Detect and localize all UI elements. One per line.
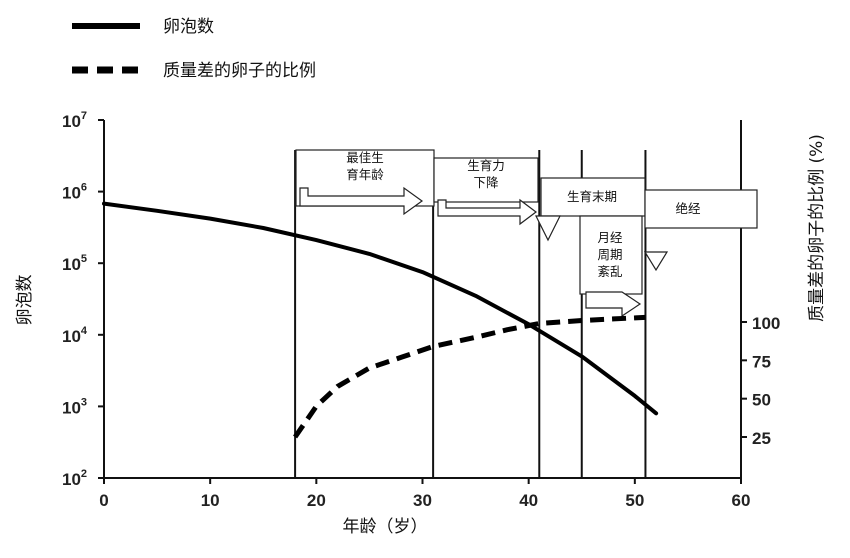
y-right-tick-label: 50 <box>752 391 771 410</box>
x-tick-label: 0 <box>99 491 108 510</box>
phase-label: 最佳生 <box>346 150 384 165</box>
phase-label: 育年龄 <box>346 167 384 182</box>
phase-label: 生育力 <box>467 158 505 173</box>
y-right-tick-label: 100 <box>752 314 780 333</box>
phase-label: 紊乱 <box>597 264 622 279</box>
series <box>102 201 659 439</box>
x-tick-label: 40 <box>519 491 538 510</box>
right-axis-title: 质量差的卵子的比例 (%) <box>807 134 827 322</box>
phase-label: 生育末期 <box>567 189 617 204</box>
y-right-tick-label: 25 <box>752 429 771 448</box>
phase-box <box>433 157 539 203</box>
phase-label: 绝经 <box>675 201 701 216</box>
y-right-tick-label: 75 <box>752 352 771 371</box>
x-tick-label: 10 <box>201 491 220 510</box>
x-tick-label: 60 <box>732 491 751 510</box>
y-left-tick-label: 103 <box>62 396 87 417</box>
x-tick-label: 50 <box>625 491 644 510</box>
phase-label: 周期 <box>597 247 622 262</box>
y-left-tick-label: 102 <box>62 468 87 489</box>
phase-label: 下降 <box>473 175 499 190</box>
phase-box <box>579 215 643 295</box>
x-axis-title: 年龄（岁） <box>343 517 428 537</box>
y-left-tick-label: 104 <box>62 325 88 346</box>
y-left-tick-label: 107 <box>62 110 87 131</box>
phase-arrow-icon <box>535 215 561 242</box>
series-poor-quality-line <box>293 314 646 439</box>
phase-label: 月经 <box>597 230 623 245</box>
phase-arrow-icon <box>299 186 424 216</box>
phase-box <box>644 189 758 229</box>
ticks: 0 10 20 30 40 50 60 102 103 104 105 106 107 100 75 50 25 <box>62 110 780 510</box>
phase-arrow-icon <box>585 291 642 318</box>
x-tick-label: 20 <box>307 491 326 510</box>
legend-label-follicles: 卵泡数 <box>163 17 214 37</box>
left-axis-title: 卵泡数 <box>15 275 35 326</box>
series-follicle-count-line <box>102 201 659 416</box>
y-left-tick-label: 105 <box>62 253 87 274</box>
phase-arrow-icon <box>643 251 669 272</box>
legend: 卵泡数 质量差的卵子的比例 <box>72 17 316 81</box>
y-left-tick-label: 106 <box>62 182 87 203</box>
x-tick-label: 30 <box>413 491 432 510</box>
phase-arrow-icon <box>437 198 537 226</box>
legend-label-poor-quality: 质量差的卵子的比例 <box>163 61 316 81</box>
